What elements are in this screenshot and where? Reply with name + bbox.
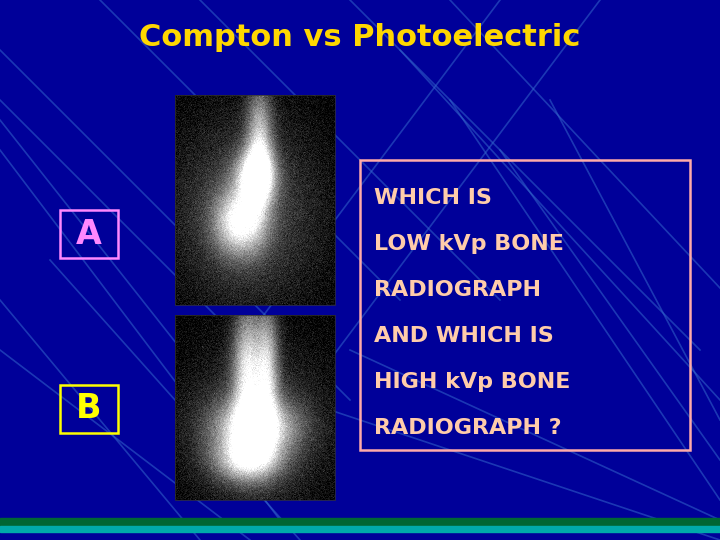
Text: HIGH kVp BONE: HIGH kVp BONE [374, 372, 570, 392]
Bar [60, 385, 118, 433]
Text: RADIOGRAPH ?: RADIOGRAPH ? [374, 418, 562, 438]
Text: WHICH IS: WHICH IS [374, 188, 492, 208]
Bar [175, 95, 335, 305]
Bar [60, 210, 118, 258]
Bar [0, 526, 720, 532]
Text: A: A [76, 218, 102, 251]
Text: RADIOGRAPH: RADIOGRAPH [374, 280, 541, 300]
Text: AND WHICH IS: AND WHICH IS [374, 326, 554, 346]
Text: B: B [76, 393, 102, 426]
Text: LOW kVp BONE: LOW kVp BONE [374, 234, 564, 254]
Bar [0, 518, 720, 528]
Text: Compton vs Photoelectric: Compton vs Photoelectric [139, 24, 581, 52]
Bar [175, 315, 335, 500]
Bar [360, 160, 690, 450]
